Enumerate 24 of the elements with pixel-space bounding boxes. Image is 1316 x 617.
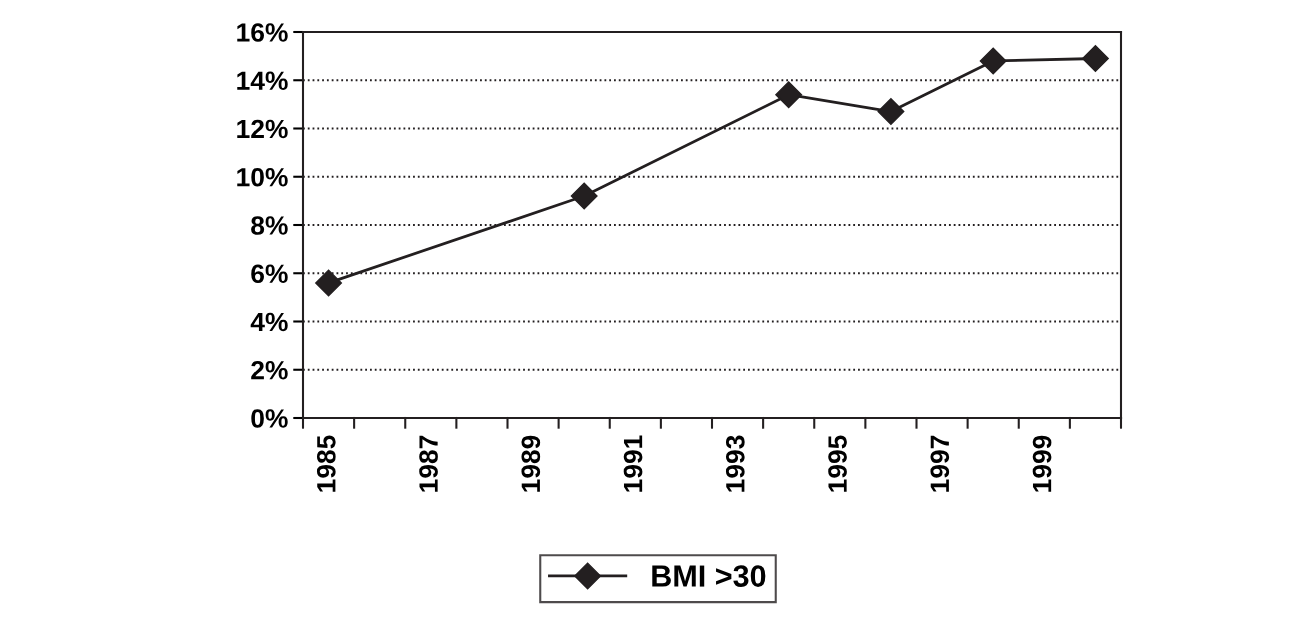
x-tick-label: 1989 <box>521 435 541 492</box>
y-tick-label: 12% <box>237 119 288 139</box>
point <box>315 269 343 297</box>
x-tick-label: 1987 <box>419 435 438 492</box>
point <box>1081 45 1109 72</box>
x-tick-label: 1993 <box>725 435 745 492</box>
y-tick-label: 6% <box>251 264 288 284</box>
y-tick-label: 0% <box>251 409 288 428</box>
y-tick-label: 2% <box>251 360 288 380</box>
x-tick-label: 1997 <box>930 435 950 492</box>
x-tick-label: 1999 <box>1032 435 1052 492</box>
y-tick-label: 8% <box>251 216 288 235</box>
legend-label: BMI >30 <box>652 565 766 587</box>
x-tick-label: 1995 <box>828 435 847 492</box>
point <box>570 182 598 210</box>
point <box>775 81 803 109</box>
y-tick-label: 16% <box>237 23 288 42</box>
x-tick-label: 1985 <box>316 435 336 492</box>
point <box>877 98 905 126</box>
x-tick-label: 1991 <box>623 435 643 492</box>
y-tick-label: 4% <box>250 312 288 332</box>
point <box>979 47 1007 75</box>
y-tick-label: 10% <box>237 167 288 187</box>
y-tick-label: 14% <box>237 71 288 91</box>
